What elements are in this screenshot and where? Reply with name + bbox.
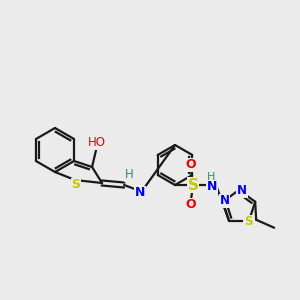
Text: N: N xyxy=(220,194,230,207)
Text: H: H xyxy=(125,169,134,182)
Text: O: O xyxy=(186,158,196,172)
Text: S: S xyxy=(71,178,80,191)
Text: H: H xyxy=(207,172,215,182)
Text: N: N xyxy=(207,181,217,194)
Text: S: S xyxy=(188,178,199,193)
Text: N: N xyxy=(237,184,247,197)
Text: S: S xyxy=(244,215,252,228)
Text: HO: HO xyxy=(88,136,106,149)
Text: O: O xyxy=(186,199,196,212)
Text: N: N xyxy=(135,187,145,200)
